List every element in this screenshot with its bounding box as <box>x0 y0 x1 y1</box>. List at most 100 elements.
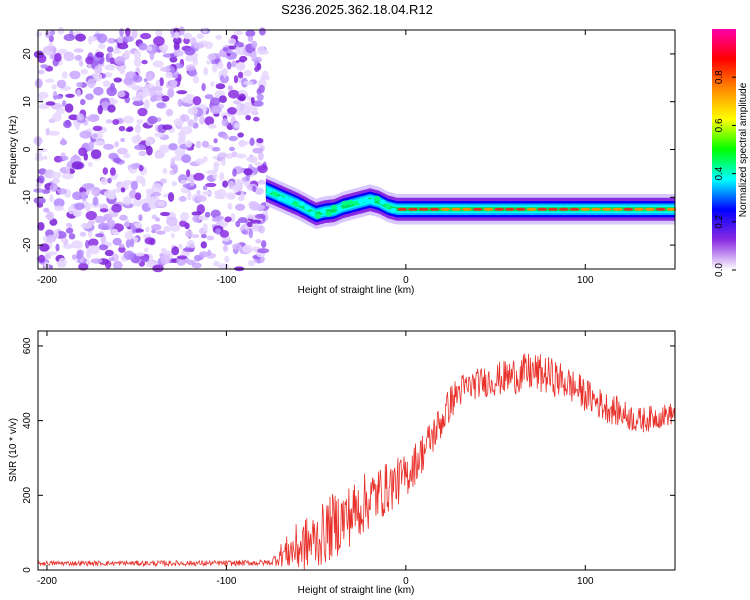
y-tick-label: 10 <box>22 96 33 108</box>
noise-blob <box>171 181 178 187</box>
noise-blob <box>46 251 58 256</box>
colorbar-tick-label: 0.4 <box>714 166 725 180</box>
noise-blob <box>34 155 44 161</box>
noise-blob <box>254 66 260 72</box>
noise-blob <box>179 114 190 122</box>
noise-blob <box>75 33 86 42</box>
noise-blob <box>151 224 162 231</box>
noise-blob <box>222 69 228 78</box>
noise-blob <box>90 258 103 264</box>
noise-blob <box>88 114 100 123</box>
ridge-blob <box>336 206 343 212</box>
noise-blob <box>45 78 55 84</box>
noise-blob <box>51 84 57 90</box>
noise-blob <box>234 122 240 129</box>
noise-blob <box>53 198 65 208</box>
noise-blob <box>152 60 164 68</box>
noise-blob <box>108 257 115 262</box>
noise-blob <box>222 134 229 140</box>
x-tick-label: 0 <box>403 275 409 286</box>
noise-blob <box>204 94 214 100</box>
noise-blob <box>160 248 167 255</box>
noise-blob <box>68 205 74 215</box>
noise-blob <box>222 180 229 188</box>
noise-blob <box>112 49 122 54</box>
noise-blob <box>232 100 242 105</box>
noise-blob <box>146 145 153 156</box>
noise-blob <box>134 144 146 151</box>
noise-blob <box>82 183 95 190</box>
noise-blob <box>43 155 48 161</box>
noise-blob <box>49 30 56 36</box>
noise-blob <box>180 212 190 222</box>
noise-blob <box>174 31 179 39</box>
noise-blob <box>127 126 134 132</box>
ridge-blob <box>358 199 364 205</box>
noise-blob <box>104 72 113 78</box>
noise-blob <box>210 81 215 87</box>
noise-blob <box>68 114 79 121</box>
noise-blob <box>61 155 69 161</box>
noise-blob <box>213 138 218 144</box>
noise-blob <box>104 64 116 71</box>
y-tick-label: 600 <box>22 337 33 354</box>
noise-blob <box>112 119 120 125</box>
noise-blob <box>124 221 131 228</box>
noise-blob <box>234 41 245 48</box>
noise-blob <box>110 228 119 235</box>
noise-blob <box>237 61 245 70</box>
noise-blob <box>248 228 254 239</box>
noise-blob <box>71 254 77 260</box>
noise-blob <box>138 214 143 222</box>
noise-blob <box>48 130 60 136</box>
ridge-peak <box>634 207 645 211</box>
ridge-blob <box>304 205 311 211</box>
noise-blob <box>237 132 244 138</box>
noise-blob <box>118 243 125 248</box>
noise-blob <box>193 114 198 122</box>
noise-blob <box>107 37 116 44</box>
noise-blob <box>171 246 180 256</box>
noise-blob <box>254 213 266 219</box>
noise-blob <box>99 208 109 213</box>
noise-blob <box>123 115 134 124</box>
noise-blob <box>142 198 149 204</box>
noise-blob <box>107 46 114 53</box>
noise-blob <box>94 65 103 74</box>
ridge-peak <box>548 207 558 211</box>
noise-blob <box>165 71 173 79</box>
noise-blob <box>55 243 60 252</box>
noise-blob <box>109 57 115 65</box>
noise-blob <box>162 168 168 174</box>
noise-blob <box>85 210 98 221</box>
y-tick-label: -20 <box>22 237 33 252</box>
noise-blob <box>68 233 76 240</box>
x-tick-label: 100 <box>577 576 594 587</box>
noise-blob <box>78 147 88 157</box>
snr-series-line <box>37 353 676 571</box>
spectrogram-x-ticks: -200 -100 0 100 <box>37 30 594 286</box>
noise-blob <box>156 200 166 207</box>
noise-blob <box>106 219 116 228</box>
noise-blob <box>169 79 178 87</box>
noise-blob <box>78 60 84 67</box>
noise-blob <box>233 75 239 84</box>
noise-blob <box>129 238 135 248</box>
noise-blob <box>227 202 233 210</box>
colorbar-tick-label: 0.6 <box>714 118 725 132</box>
ridge-peak <box>504 207 515 211</box>
noise-blob <box>193 172 205 181</box>
noise-blob <box>106 86 117 97</box>
noise-blob <box>210 97 220 107</box>
noise-blob <box>182 183 192 188</box>
noise-blob <box>57 188 67 195</box>
noise-blob <box>76 82 83 88</box>
ridge-peak <box>591 207 601 211</box>
noise-blob <box>112 237 122 246</box>
noise-blob <box>219 171 225 182</box>
noise-blob <box>145 137 152 147</box>
ridge-blob <box>320 208 327 214</box>
ridge-blob <box>379 199 386 205</box>
snr-x-label: Height of straight line (km) <box>298 585 415 596</box>
ridge-peak <box>408 207 418 211</box>
